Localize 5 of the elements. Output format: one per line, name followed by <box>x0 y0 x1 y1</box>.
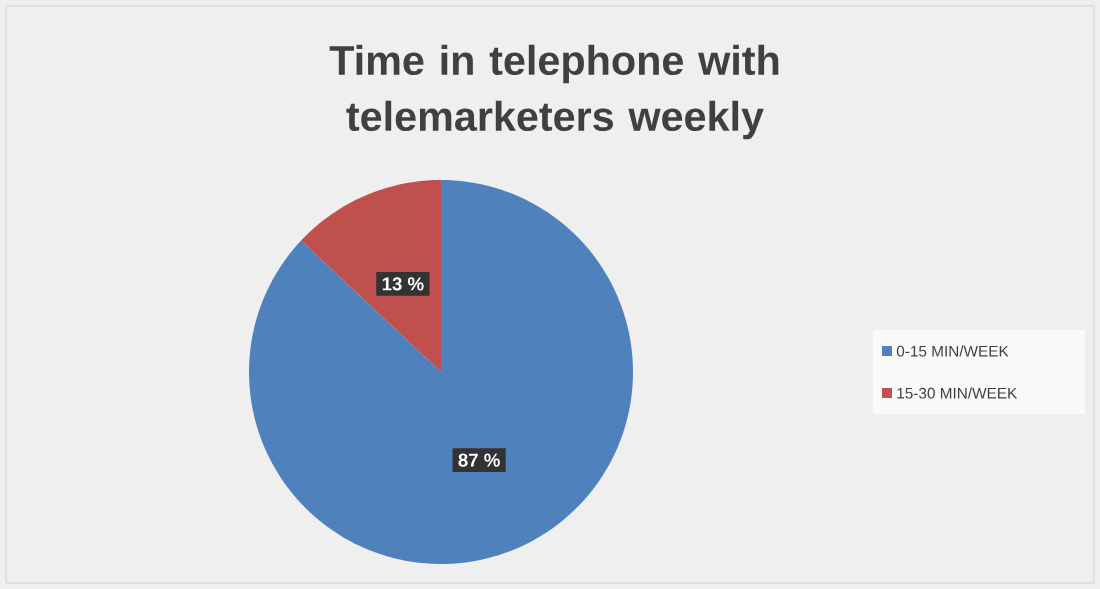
legend-label: 15-30 MIN/WEEK <box>897 387 1018 399</box>
chart-title: Time in telephone with telemarketers weekly <box>329 44 779 140</box>
data-label: 87 % <box>458 453 500 467</box>
data-label: 13 % <box>382 277 424 291</box>
legend-label: 0-15 MIN/WEEK <box>896 345 1009 357</box>
